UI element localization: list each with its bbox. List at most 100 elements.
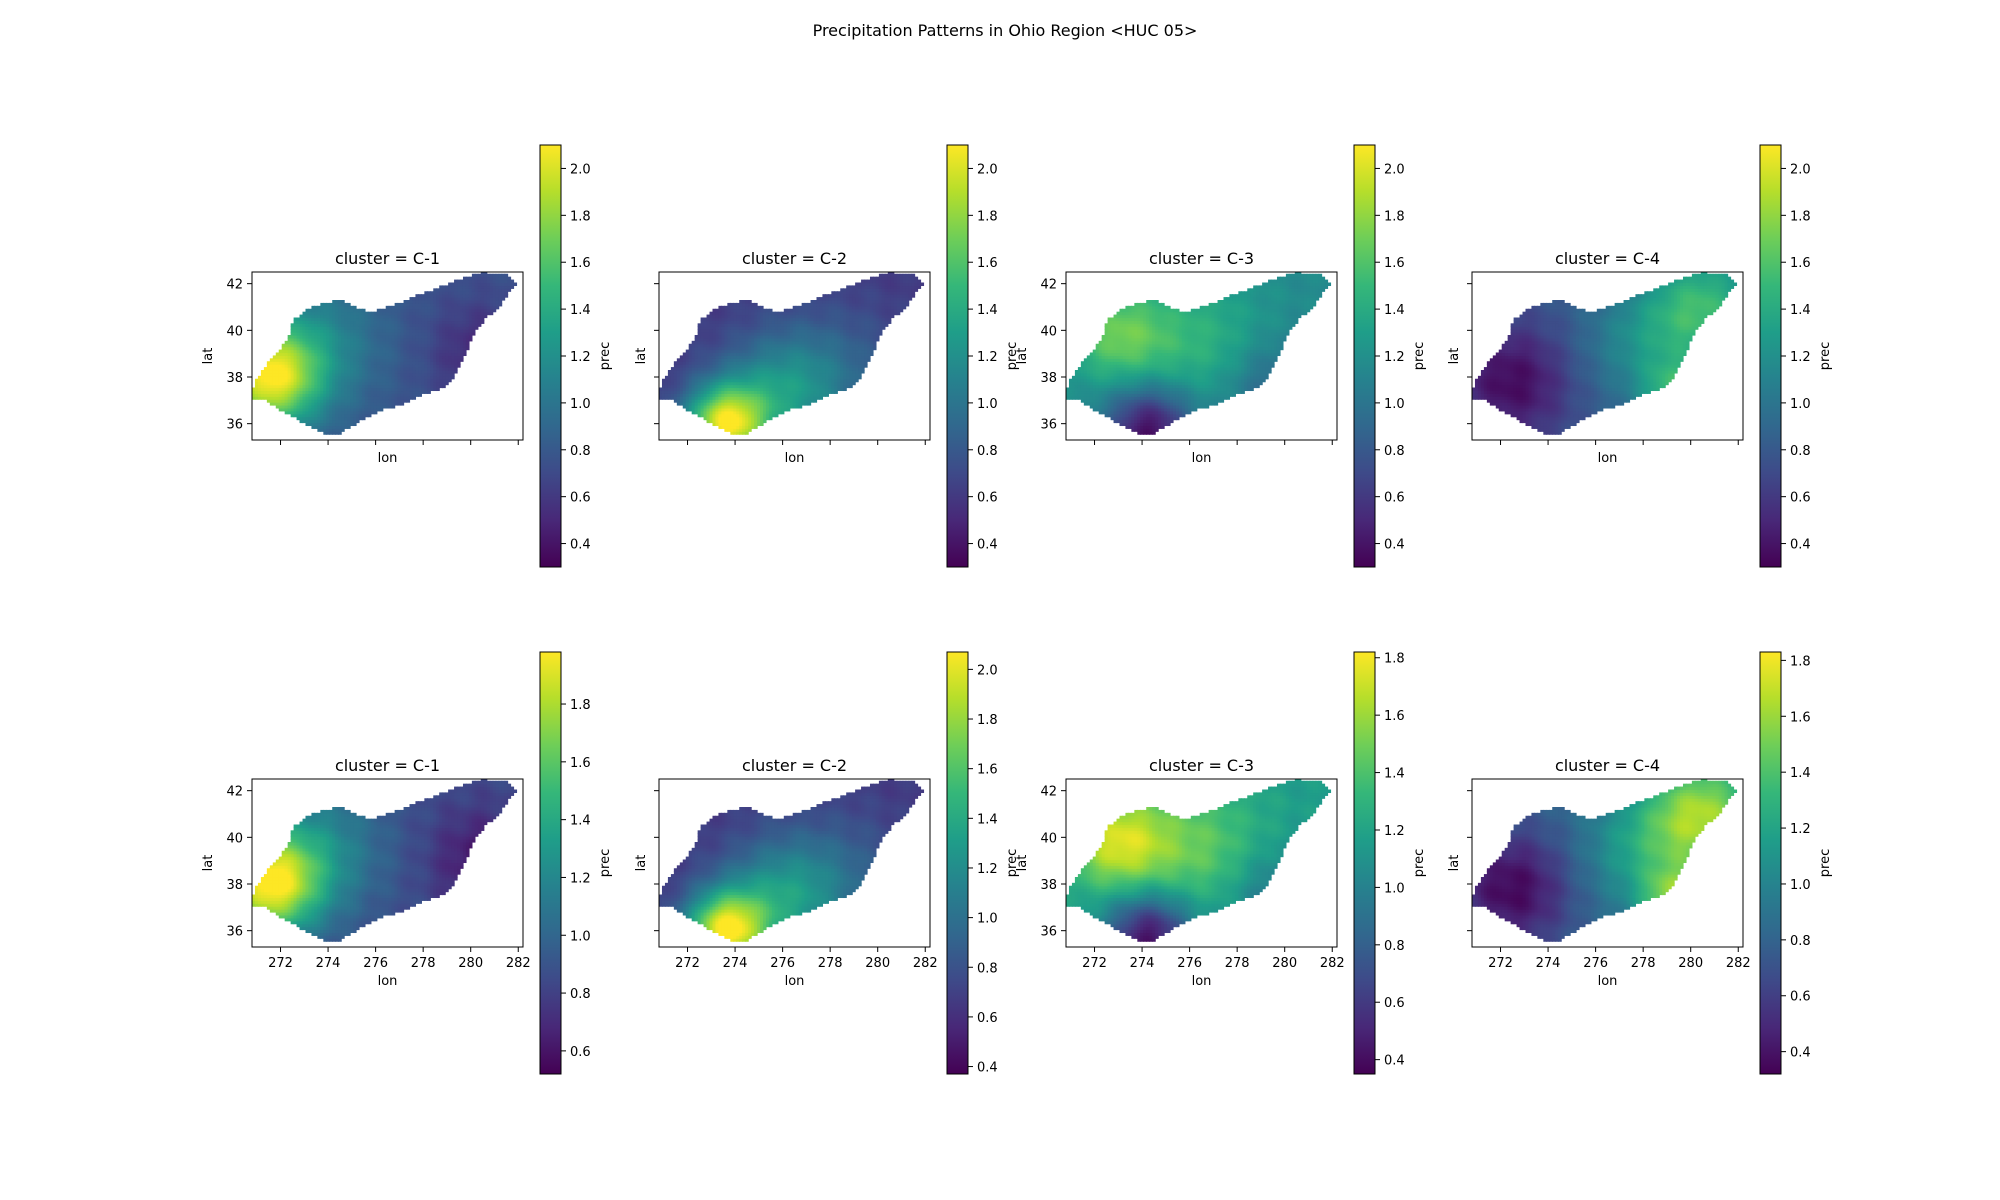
- heatmap-cell: [768, 387, 773, 392]
- heatmap-cell: [477, 279, 482, 284]
- axes-frame: [251, 271, 524, 441]
- heatmap-cell: [320, 314, 324, 319]
- heatmap-cell: [694, 349, 699, 354]
- heatmap-cell: [801, 329, 806, 333]
- heatmap-cell: [715, 393, 720, 397]
- heatmap-cell: [480, 297, 485, 301]
- heatmap-cell: [350, 413, 354, 418]
- heatmap-cell: [323, 343, 327, 348]
- heatmap-cell: [733, 384, 737, 389]
- heatmap-cell: [765, 372, 770, 377]
- heatmap-cell: [471, 273, 476, 278]
- heatmap-cell: [388, 384, 393, 389]
- heatmap-cell: [727, 308, 731, 313]
- heatmap-cell: [763, 326, 767, 330]
- heatmap-cell: [361, 410, 366, 415]
- heatmap-cell: [736, 335, 740, 339]
- heatmap-cell: [293, 343, 298, 348]
- heatmap-cell: [323, 361, 327, 365]
- heatmap-cell: [673, 364, 678, 368]
- heatmap-cell: [382, 346, 387, 351]
- heatmap-cell: [694, 402, 699, 406]
- heatmap-cell: [694, 390, 699, 394]
- heatmap-cell: [739, 349, 743, 354]
- heatmap-cell: [353, 416, 357, 421]
- heatmap-cell: [754, 405, 758, 409]
- heatmap-cell: [858, 352, 862, 357]
- heatmap-cell: [462, 291, 467, 295]
- heatmap-cell: [676, 361, 681, 365]
- heatmap-cell: [323, 335, 327, 339]
- heatmap-cell: [757, 393, 761, 397]
- heatmap-cell: [376, 396, 381, 400]
- heatmap-cell: [439, 302, 443, 307]
- heatmap-cell: [768, 355, 773, 359]
- heatmap-cell: [275, 375, 280, 380]
- heatmap-cell: [786, 352, 791, 357]
- heatmap-cell: [712, 346, 717, 351]
- heatmap-cell: [373, 314, 378, 319]
- heatmap-cell: [774, 399, 779, 403]
- heatmap-cell: [828, 361, 832, 365]
- heatmap-cell: [379, 311, 384, 316]
- heatmap-cell: [403, 305, 408, 310]
- heatmap-cell: [774, 358, 779, 362]
- heatmap-cell: [356, 390, 360, 394]
- heatmap-cell: [703, 370, 708, 374]
- heatmap-cell: [748, 425, 752, 429]
- heatmap-cell: [358, 346, 363, 351]
- heatmap-cell: [763, 387, 767, 392]
- heatmap-cell: [269, 399, 274, 403]
- heatmap-cell: [338, 393, 342, 397]
- heatmap-cell: [792, 361, 797, 365]
- heatmap-cell: [706, 416, 711, 421]
- heatmap-cell: [370, 410, 375, 415]
- heatmap-cell: [329, 346, 333, 351]
- heatmap-cell: [837, 332, 841, 336]
- heatmap-cell: [727, 425, 731, 429]
- heatmap-cell: [486, 302, 491, 307]
- heatmap-cell: [350, 370, 354, 374]
- heatmap-cell: [834, 335, 838, 339]
- heatmap-cell: [344, 425, 348, 429]
- heatmap-cell: [415, 297, 419, 301]
- heatmap-cell: [308, 367, 313, 371]
- heatmap-cell: [486, 282, 491, 287]
- heatmap-cell: [272, 384, 277, 389]
- heatmap-cell: [451, 352, 455, 357]
- heatmap-cell: [462, 349, 467, 354]
- heatmap-cell: [724, 407, 728, 412]
- heatmap-cell: [353, 326, 357, 330]
- heatmap-cell: [436, 291, 440, 295]
- heatmap-cell: [792, 396, 797, 400]
- heatmap-cell: [436, 361, 440, 365]
- heatmap-cell: [305, 323, 310, 327]
- heatmap-cell: [471, 288, 476, 292]
- heatmap-cell: [341, 384, 345, 389]
- heatmap-cell: [739, 419, 743, 424]
- heatmap-cell: [688, 390, 693, 394]
- heatmap-cell: [861, 294, 865, 298]
- heatmap-cell: [299, 390, 304, 394]
- heatmap-cell: [498, 302, 503, 307]
- heatmap-cell: [709, 352, 714, 357]
- heatmap-cell: [302, 399, 307, 403]
- heatmap-cell: [822, 343, 826, 348]
- heatmap-cell: [385, 311, 390, 316]
- heatmap-cell: [751, 393, 755, 397]
- heatmap-cell: [302, 381, 307, 386]
- heatmap-cell: [299, 335, 304, 339]
- heatmap-cell: [780, 372, 785, 377]
- heatmap-cell: [777, 323, 782, 327]
- heatmap-cell: [278, 358, 283, 362]
- heatmap-cell: [448, 378, 452, 383]
- heatmap-cell: [314, 387, 318, 392]
- heatmap-cell: [774, 349, 779, 354]
- heatmap-cell: [751, 387, 755, 392]
- heatmap-cell: [679, 399, 684, 403]
- heatmap-cell: [275, 358, 280, 362]
- heatmap-cell: [394, 402, 399, 406]
- heatmap-cell: [448, 372, 452, 377]
- heatmap-cell: [260, 384, 265, 389]
- heatmap-cell: [347, 305, 351, 310]
